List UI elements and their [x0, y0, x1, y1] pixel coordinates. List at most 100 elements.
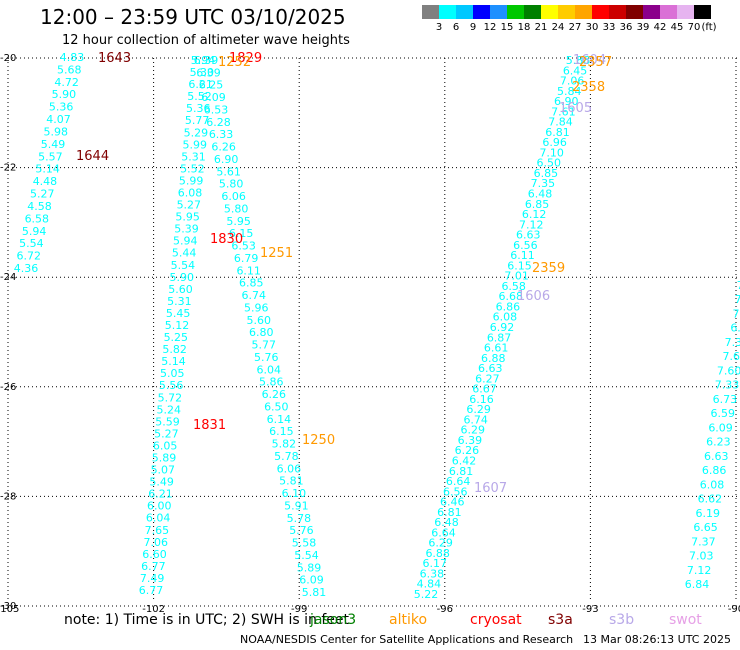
wave-height-value: 7.35 [531, 177, 556, 190]
colorbar-swatch [490, 5, 507, 19]
wave-height-value: 6.56 [513, 239, 538, 252]
lat-tick-label: -24 [0, 272, 16, 283]
wave-height-value: 6.88 [425, 547, 450, 560]
colorbar-label: 45 [670, 22, 684, 33]
wave-height-value: 6.74 [463, 413, 488, 426]
pass-time-label: 1250 [302, 433, 335, 448]
wave-height-value: 5.58 [292, 537, 317, 550]
wave-height-value: 5.98 [44, 125, 69, 138]
pass-time-label: 1606 [517, 289, 550, 304]
wave-height-value: 6.72 [16, 250, 41, 263]
pass-time-label: 1643 [98, 51, 131, 66]
wave-height-value: 5.49 [149, 476, 174, 489]
colorbar-label: 6 [452, 22, 460, 33]
wave-height-value: 6.12 [522, 208, 547, 221]
wave-height-value: 5.99 [179, 174, 204, 187]
wave-height-value: 4.48 [33, 175, 58, 188]
wave-height-value: 6.86 [702, 464, 727, 477]
lat-tick-label: -30 [0, 601, 16, 612]
pass-time-label: 1829 [229, 51, 262, 66]
wave-height-value: 5.80 [219, 178, 244, 191]
wave-height-value: 5.82 [272, 438, 297, 451]
wave-height-value: 6.62 [698, 493, 723, 506]
wave-height-value: 5.60 [246, 314, 271, 327]
lat-tick-label: -22 [0, 163, 16, 174]
wave-height-value: 5.27 [154, 427, 179, 440]
colorbar-swatch [473, 5, 490, 19]
pass-time-label: 2357 [579, 55, 612, 70]
wave-height-value: 4.72 [54, 76, 79, 89]
wave-height-value: 6.50 [264, 400, 289, 413]
wave-height-value: 5.94 [191, 54, 216, 67]
pass-time-label: 1831 [193, 418, 226, 433]
wave-height-value: 6.63 [516, 229, 541, 242]
wave-height-value: 6.19 [695, 507, 720, 520]
wave-height-value: 7.12 [519, 218, 544, 231]
wave-height-value: 6.79 [234, 252, 259, 265]
wave-height-value: 6.48 [434, 516, 459, 529]
wave-height-value: 6.58 [25, 212, 50, 225]
wave-height-value: 7.65 [145, 524, 170, 537]
colorbar-label: 39 [636, 22, 650, 33]
track-c: 6.396.396.256.096.536.286.336.266.905.61… [194, 51, 335, 599]
wave-height-value: 6.84 [685, 578, 710, 591]
colorbar-label: 27 [568, 22, 582, 33]
wave-height-value: 6.39 [196, 66, 221, 79]
wave-height-value: 4.36 [14, 262, 39, 275]
lon-tick-label: -90 [728, 604, 740, 615]
wave-height-value: 7.33 [715, 379, 740, 392]
graticule [7, 57, 740, 607]
colorbar-swatch [694, 5, 711, 19]
colorbar-label: 33 [602, 22, 616, 33]
lon-tick-label: -102 [142, 604, 165, 615]
satellite-legend-altiko: altiko [389, 612, 428, 628]
wave-height-value: 6.29 [428, 537, 453, 550]
lon-tick-label: -96 [437, 604, 453, 615]
wave-height-value: 6.21 [148, 488, 173, 501]
wave-height-value: 7.6 [723, 350, 740, 363]
wave-height-value: 5.27 [30, 188, 55, 201]
lon-tick-label: -99 [291, 604, 307, 615]
wave-height-value: 7. [732, 307, 740, 320]
wave-height-value: 5.44 [172, 247, 197, 260]
wave-height-value: 7.03 [689, 550, 714, 563]
wave-height-value: 5.25 [164, 331, 189, 344]
wave-height-value: 6.27 [475, 372, 500, 385]
wave-height-value: 5.54 [171, 259, 196, 272]
wave-height-value: 6.09 [201, 91, 226, 104]
pass-time-label: 1644 [76, 149, 109, 164]
wave-height-value: 7.06 [560, 75, 585, 88]
colorbar-label: 24 [551, 22, 565, 33]
track-b: 5.945.306.215.525.365.775.295.995.315.52… [139, 54, 226, 597]
wave-height-value: 5.84 [557, 85, 582, 98]
satellite-legend-swot: swot [669, 612, 702, 628]
wave-height-value: 7.3 [725, 336, 740, 349]
wave-height-value: 5.77 [252, 339, 277, 352]
wave-height-value: 6.86 [496, 300, 521, 313]
wave-height-value: 5.90 [52, 88, 77, 101]
wave-height-value: 5.54 [294, 549, 319, 562]
wave-height-value: 5.36 [186, 102, 211, 115]
wave-height-value: 6.77 [141, 560, 166, 573]
colorbar-label: (ft) [701, 22, 717, 33]
wave-height-value: 6.60 [142, 548, 167, 561]
pass-time-label: 2358 [572, 80, 605, 95]
wave-height-value: 6.25 [199, 79, 224, 92]
wave-height-value: 5.07 [151, 464, 176, 477]
map-subtitle: 12 hour collection of altimeter wave hei… [62, 33, 350, 48]
wave-height-value: 5.14 [161, 355, 186, 368]
wave-height-value: 5.45 [166, 307, 191, 320]
wave-height-value: 6.23 [706, 436, 731, 449]
wave-height-value: 4.83 [60, 51, 85, 64]
wave-height-value: 6.92 [490, 321, 515, 334]
wave-height-value: 7.01 [504, 270, 529, 283]
colorbar-label: 30 [585, 22, 599, 33]
satellite-legend-s3b: s3b [609, 612, 635, 628]
colorbar-swatch [439, 5, 456, 19]
pass-time-label: 2359 [532, 261, 565, 276]
satellite-legend-cryosat: cryosat [470, 612, 522, 628]
wave-height-value: 5.52 [187, 90, 212, 103]
wave-height-value: 5.95 [226, 215, 251, 228]
wave-height-value: 7.10 [539, 146, 564, 159]
pass-time-label: 1251 [260, 246, 293, 261]
